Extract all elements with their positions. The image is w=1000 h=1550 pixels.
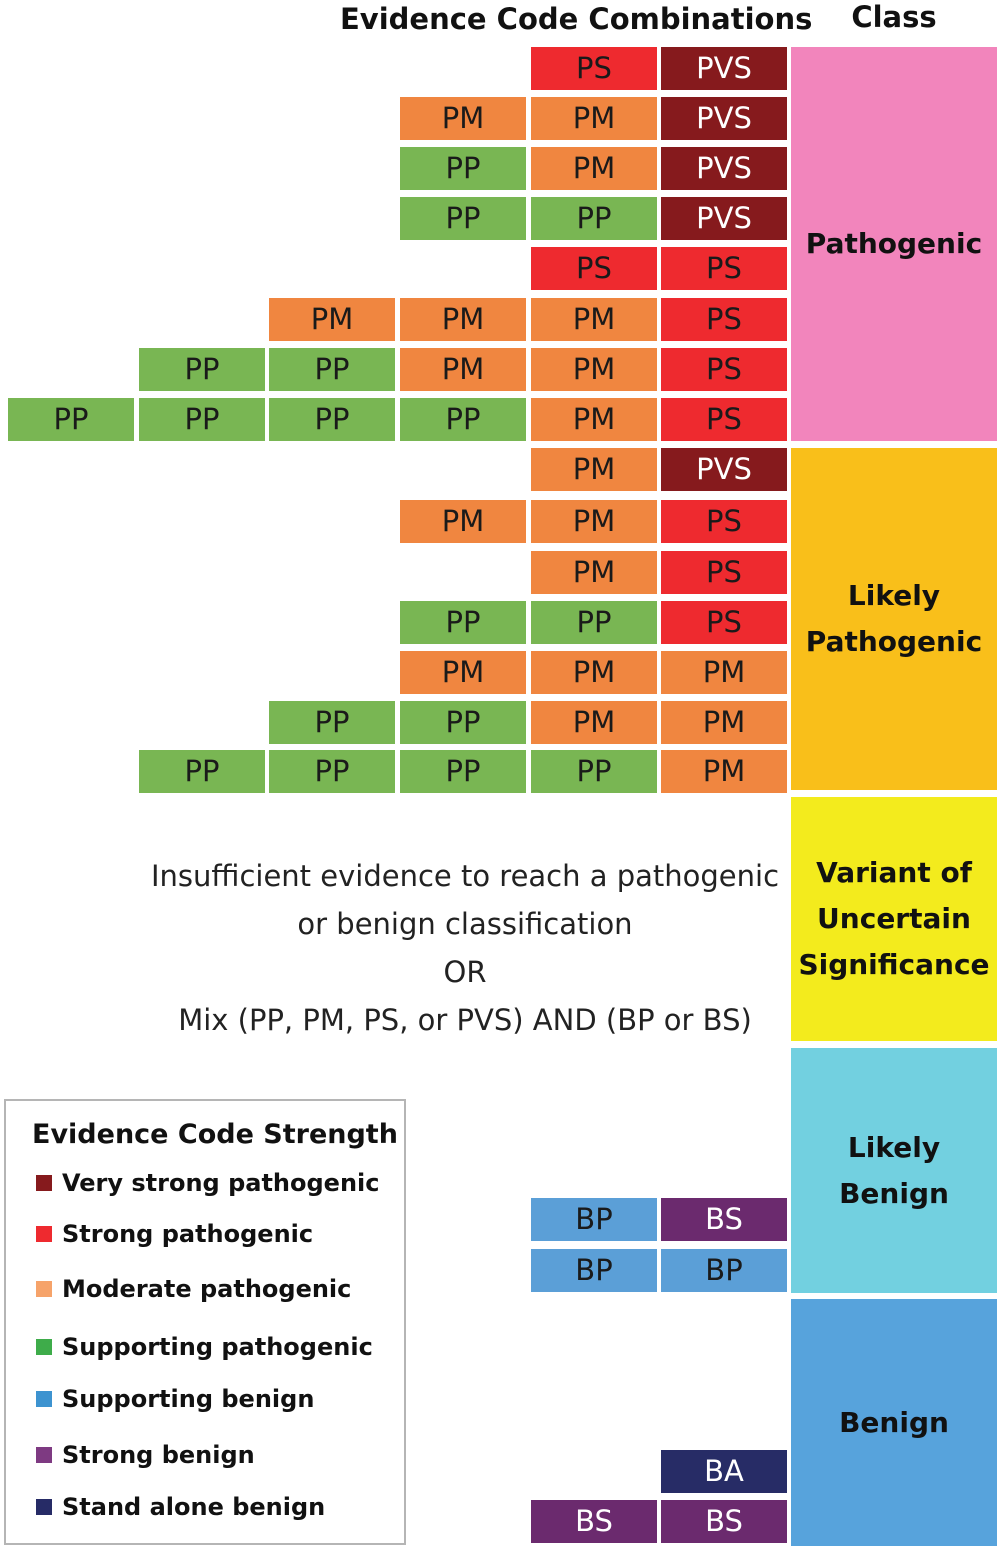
- evidence-code-cell-pp: PP: [269, 750, 395, 793]
- evidence-code-cell-pp: PP: [139, 750, 265, 793]
- class-likely-pathogenic-label: Likely Pathogenic: [805, 579, 983, 658]
- legend-item: Supporting pathogenic: [36, 1332, 373, 1362]
- class-vus-label: Variant of Uncertain Significance: [798, 856, 990, 981]
- evidence-code-cell-pm: PM: [269, 298, 395, 341]
- vus-description-line: or benign classification: [297, 907, 633, 941]
- legend-label: Strong pathogenic: [62, 1220, 314, 1248]
- evidence-combinations-header: Evidence Code Combinations: [340, 2, 813, 36]
- evidence-code-cell-pp: PP: [531, 601, 657, 644]
- legend-swatch: [36, 1339, 52, 1355]
- evidence-code-cell-pm: PM: [531, 701, 657, 744]
- evidence-code-cell-pvs: PVS: [661, 197, 787, 240]
- class-header: Class: [851, 0, 937, 34]
- legend-item: Moderate pathogenic: [36, 1274, 351, 1304]
- legend-label: Stand alone benign: [62, 1493, 326, 1521]
- evidence-code-cell-pm: PM: [661, 701, 787, 744]
- evidence-code-cell-pm: PM: [531, 348, 657, 391]
- evidence-code-cell-pp: PP: [400, 197, 526, 240]
- evidence-code-cell-pvs: PVS: [661, 448, 787, 491]
- vus-description-line: OR: [443, 955, 487, 989]
- class-likely-benign-label: Likely Benign: [839, 1130, 949, 1210]
- class-likely-benign: Likely Benign: [791, 1048, 997, 1293]
- evidence-code-cell-pm: PM: [400, 97, 526, 140]
- evidence-code-cell-pp: PP: [531, 750, 657, 793]
- legend-item: Stand alone benign: [36, 1492, 325, 1522]
- class-vus: Variant of Uncertain Significance: [791, 797, 997, 1041]
- legend-item: Very strong pathogenic: [36, 1168, 380, 1198]
- vus-description: Insufficient evidence to reach a pathoge…: [130, 852, 800, 1044]
- legend-swatch: [36, 1175, 52, 1191]
- evidence-code-cell-bs: BS: [661, 1198, 787, 1241]
- class-benign: Benign: [791, 1299, 997, 1546]
- evidence-code-cell-pm: PM: [400, 651, 526, 694]
- evidence-code-cell-bs: BS: [661, 1500, 787, 1543]
- evidence-code-cell-pm: PM: [661, 651, 787, 694]
- class-pathogenic-label: Pathogenic: [805, 227, 983, 260]
- evidence-code-cell-pm: PM: [531, 448, 657, 491]
- class-benign-label: Benign: [839, 1405, 949, 1439]
- legend-item: Supporting benign: [36, 1384, 314, 1414]
- evidence-code-cell-bp: BP: [531, 1198, 657, 1241]
- evidence-code-cell-pm: PM: [531, 651, 657, 694]
- class-pathogenic: Pathogenic: [791, 47, 997, 441]
- legend: Evidence Code Strength Very strong patho…: [4, 1099, 406, 1545]
- evidence-code-cell-pm: PM: [531, 147, 657, 190]
- evidence-code-cell-pp: PP: [269, 701, 395, 744]
- evidence-code-cell-pm: PM: [531, 500, 657, 543]
- evidence-code-cell-pvs: PVS: [661, 97, 787, 140]
- evidence-code-cell-pp: PP: [139, 398, 265, 441]
- evidence-code-cell-ps: PS: [661, 601, 787, 644]
- evidence-code-cell-pp: PP: [139, 348, 265, 391]
- legend-label: Supporting pathogenic: [62, 1333, 373, 1361]
- evidence-code-cell-pm: PM: [400, 298, 526, 341]
- evidence-code-cell-ps: PS: [661, 500, 787, 543]
- evidence-code-cell-pp: PP: [400, 147, 526, 190]
- evidence-code-cell-ps: PS: [531, 247, 657, 290]
- legend-swatch: [36, 1499, 52, 1515]
- evidence-code-cell-pm: PM: [400, 348, 526, 391]
- evidence-code-cell-pp: PP: [8, 398, 134, 441]
- evidence-code-cell-pm: PM: [661, 750, 787, 793]
- evidence-code-cell-pm: PM: [531, 298, 657, 341]
- vus-description-line: Mix (PP, PM, PS, or PVS) AND (BP or BS): [178, 1003, 752, 1037]
- legend-label: Strong benign: [62, 1441, 255, 1469]
- legend-item: Strong pathogenic: [36, 1219, 313, 1249]
- evidence-code-cell-pvs: PVS: [661, 147, 787, 190]
- vus-description-line: Insufficient evidence to reach a pathoge…: [150, 859, 780, 893]
- evidence-code-cell-ps: PS: [661, 348, 787, 391]
- legend-swatch: [36, 1391, 52, 1407]
- legend-title: Evidence Code Strength: [32, 1119, 398, 1150]
- evidence-code-cell-pp: PP: [400, 601, 526, 644]
- evidence-code-cell-pm: PM: [531, 551, 657, 594]
- legend-label: Very strong pathogenic: [62, 1169, 380, 1197]
- evidence-code-cell-pp: PP: [400, 750, 526, 793]
- legend-swatch: [36, 1226, 52, 1242]
- evidence-code-cell-pp: PP: [400, 701, 526, 744]
- legend-swatch: [36, 1281, 52, 1297]
- evidence-code-cell-ps: PS: [661, 398, 787, 441]
- legend-item: Strong benign: [36, 1440, 255, 1470]
- evidence-code-cell-bp: BP: [531, 1249, 657, 1292]
- evidence-code-cell-pp: PP: [400, 398, 526, 441]
- evidence-code-cell-pp: PP: [269, 398, 395, 441]
- evidence-code-cell-pp: PP: [531, 197, 657, 240]
- evidence-code-cell-ps: PS: [661, 247, 787, 290]
- evidence-code-cell-ba: BA: [661, 1450, 787, 1493]
- legend-label: Moderate pathogenic: [62, 1275, 352, 1303]
- evidence-code-cell-pp: PP: [269, 348, 395, 391]
- class-likely-pathogenic: Likely Pathogenic: [791, 448, 997, 790]
- evidence-code-cell-ps: PS: [531, 47, 657, 90]
- evidence-code-cell-ps: PS: [661, 298, 787, 341]
- evidence-code-cell-pm: PM: [531, 398, 657, 441]
- evidence-code-cell-bp: BP: [661, 1249, 787, 1292]
- evidence-code-cell-pvs: PVS: [661, 47, 787, 90]
- evidence-code-cell-pm: PM: [400, 500, 526, 543]
- legend-swatch: [36, 1447, 52, 1463]
- evidence-code-cell-pm: PM: [531, 97, 657, 140]
- legend-label: Supporting benign: [62, 1385, 315, 1413]
- evidence-code-cell-bs: BS: [531, 1500, 657, 1543]
- evidence-code-cell-ps: PS: [661, 551, 787, 594]
